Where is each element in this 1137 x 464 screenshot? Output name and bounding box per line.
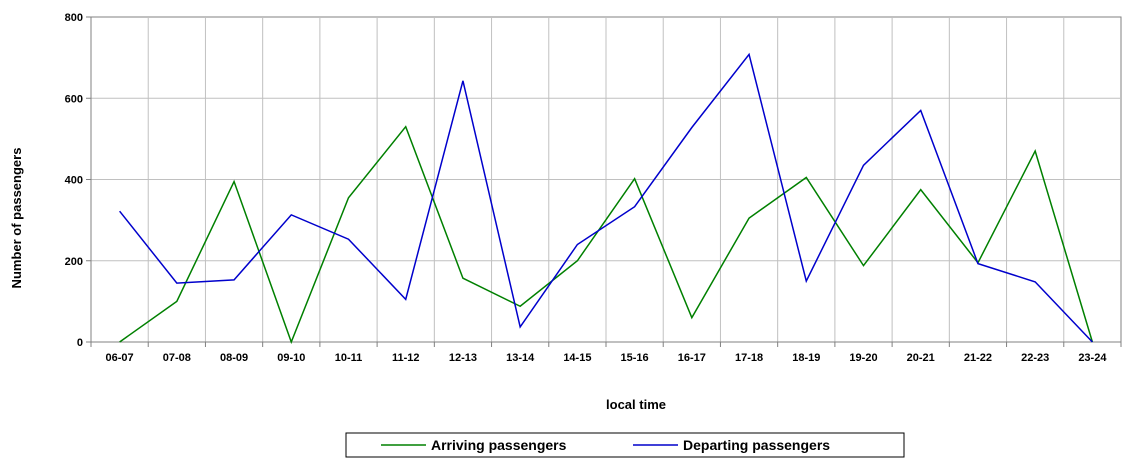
x-tick-label: 17-18: [735, 352, 763, 364]
x-tick-label: 19-20: [849, 352, 877, 364]
y-axis-title: Number of passengers: [9, 148, 24, 289]
y-tick-label: 0: [77, 337, 83, 349]
x-tick-label: 16-17: [678, 352, 706, 364]
x-tick-label: 18-19: [792, 352, 820, 364]
legend-label-arriving: Arriving passengers: [431, 437, 567, 453]
y-tick-label: 600: [65, 93, 83, 105]
x-tick-label: 14-15: [563, 352, 591, 364]
y-tick-label: 800: [65, 12, 83, 24]
x-tick-label: 12-13: [449, 352, 477, 364]
x-tick-label: 06-07: [106, 352, 134, 364]
x-tick-label: 13-14: [506, 352, 535, 364]
x-tick-label: 20-21: [907, 352, 935, 364]
x-tick-label: 23-24: [1078, 352, 1107, 364]
x-tick-label: 08-09: [220, 352, 248, 364]
x-tick-label: 22-23: [1021, 352, 1049, 364]
x-tick-label: 15-16: [621, 352, 649, 364]
x-tick-label: 07-08: [163, 352, 191, 364]
grid-layer: [91, 17, 1121, 342]
x-tick-label: 21-22: [964, 352, 992, 364]
x-tick-label: 11-12: [392, 352, 420, 364]
legend-label-departing: Departing passengers: [683, 437, 830, 453]
x-tick-label: 10-11: [335, 352, 363, 364]
x-axis-title: local time: [606, 397, 666, 412]
legend: Arriving passengers Departing passengers: [346, 433, 904, 457]
y-tick-label: 400: [65, 175, 83, 187]
y-tick-label: 200: [65, 256, 83, 268]
x-tick-label: 09-10: [277, 352, 305, 364]
